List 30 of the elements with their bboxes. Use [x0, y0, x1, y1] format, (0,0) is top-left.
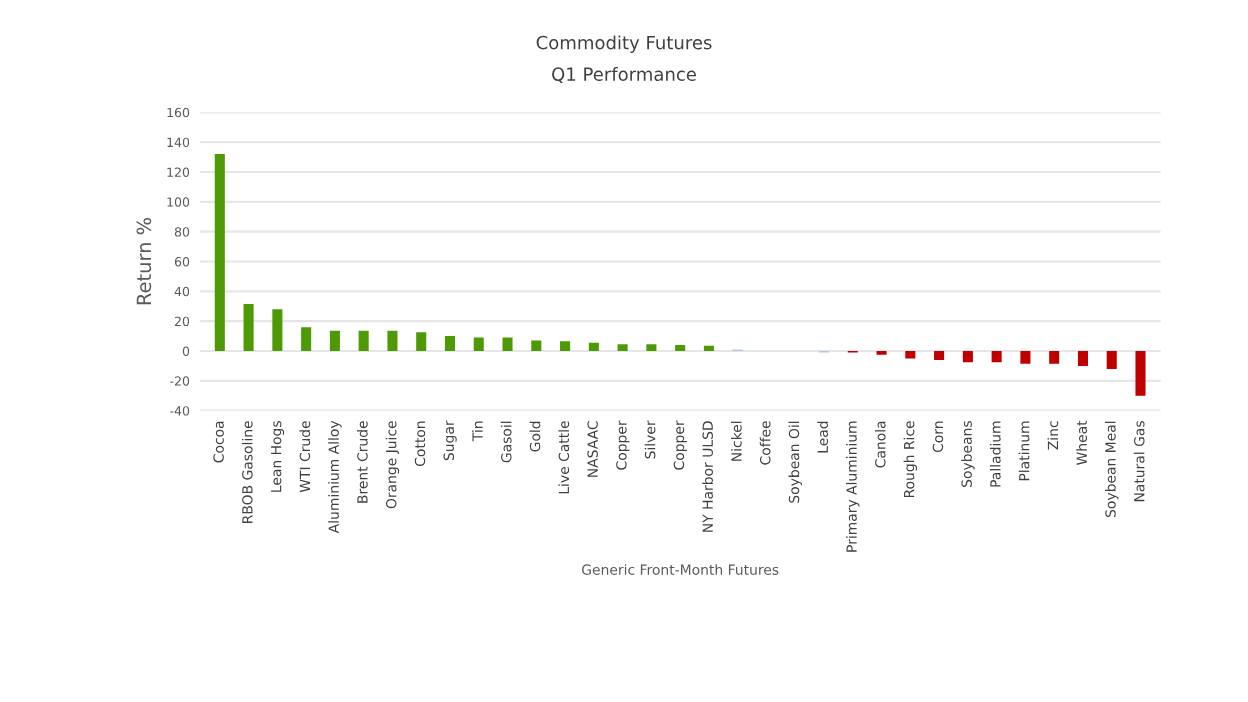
bar [905, 351, 916, 359]
bar [502, 337, 513, 351]
bar [272, 309, 283, 351]
bar [646, 344, 657, 351]
chart-subtitle: Q1 Performance [552, 67, 696, 84]
bar [358, 330, 369, 351]
bar [473, 337, 484, 351]
bar [675, 345, 686, 351]
bar [588, 342, 599, 351]
bar [962, 351, 973, 363]
bar [531, 340, 542, 351]
bar [1020, 351, 1031, 364]
bar [1077, 351, 1088, 366]
bar [703, 345, 714, 351]
bar [243, 304, 254, 351]
bar [1106, 351, 1117, 369]
bar [301, 327, 312, 351]
bar [934, 351, 945, 360]
bar [329, 330, 340, 351]
chart-title: Commodity Futures [536, 35, 712, 53]
bar [560, 341, 571, 351]
bar [1049, 351, 1060, 364]
bar [1135, 351, 1146, 396]
bar [214, 154, 225, 351]
bar [416, 332, 427, 351]
bar [387, 330, 398, 351]
bar [991, 351, 1002, 363]
bar [617, 344, 628, 351]
y-axis-title: Return % [136, 217, 152, 305]
bar [444, 336, 456, 351]
